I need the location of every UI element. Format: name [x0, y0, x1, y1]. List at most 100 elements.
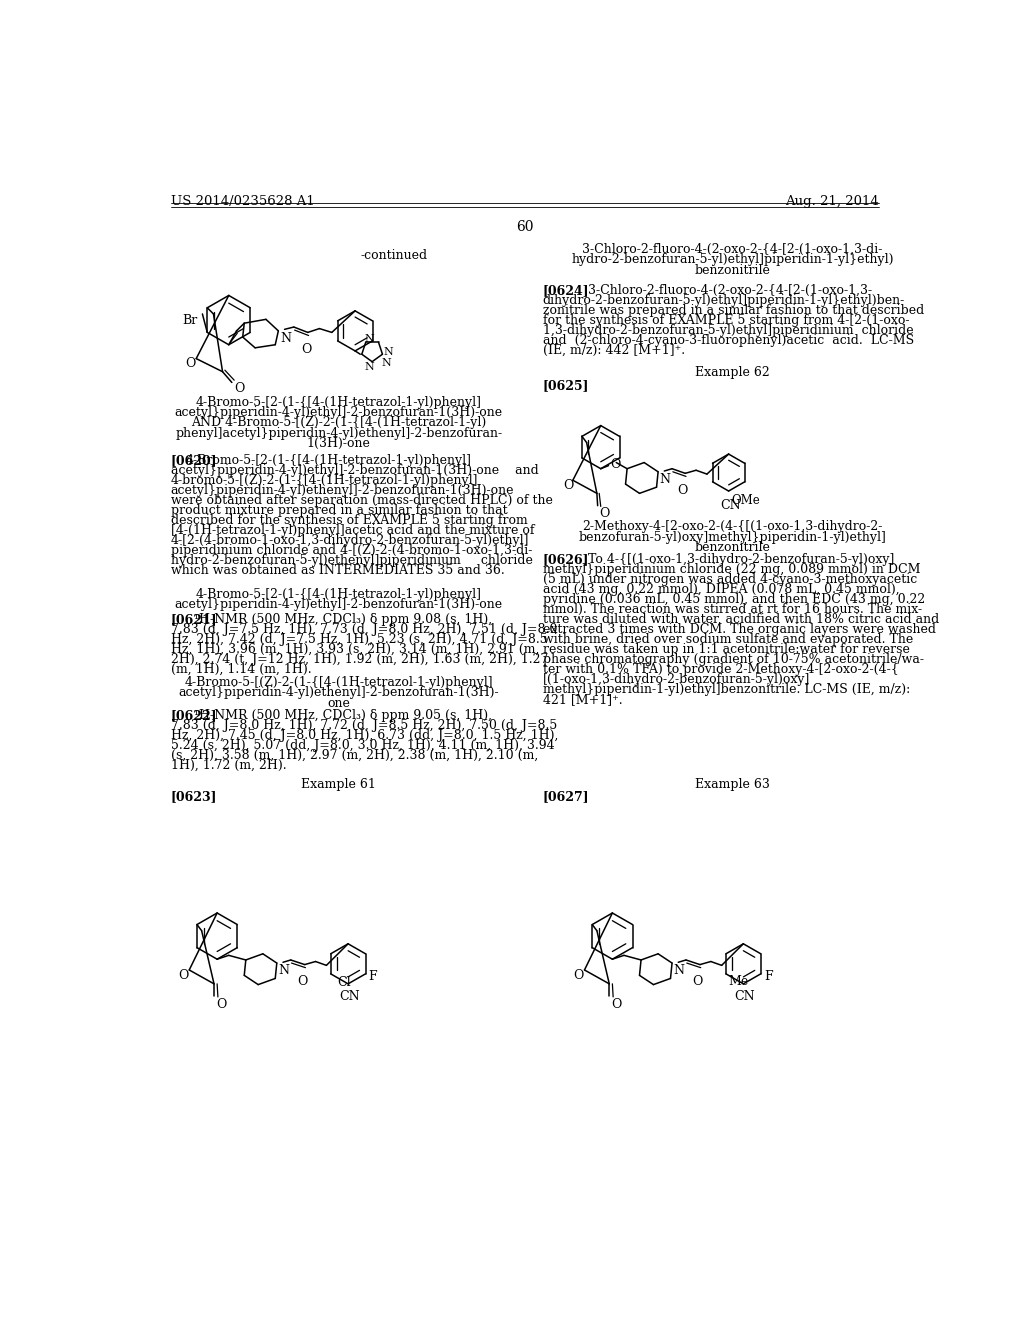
Text: O: O	[692, 975, 702, 989]
Text: [0621]: [0621]	[171, 612, 217, 626]
Text: 5.24 (s, 2H), 5.07 (dd, J=8.0, 3.0 Hz, 1H), 4.11 (m, 1H), 3.94: 5.24 (s, 2H), 5.07 (dd, J=8.0, 3.0 Hz, 1…	[171, 739, 554, 752]
Text: F: F	[764, 970, 772, 983]
Text: benzonitrile: benzonitrile	[694, 541, 770, 554]
Text: zonitrile was prepared in a similar fashion to that described: zonitrile was prepared in a similar fash…	[543, 304, 924, 317]
Text: 1H), 1.72 (m, 2H).: 1H), 1.72 (m, 2H).	[171, 759, 287, 772]
Text: To 4-{[(1-oxo-1,3-dihydro-2-benzofuran-5-yl)oxy]: To 4-{[(1-oxo-1,3-dihydro-2-benzofuran-5…	[580, 553, 894, 566]
Text: dihydro-2-benzofuran-5-yl)ethyl]piperidin-1-yl}ethyl)ben-: dihydro-2-benzofuran-5-yl)ethyl]piperidi…	[543, 294, 905, 308]
Text: O: O	[610, 458, 621, 471]
Text: 3-Chloro-2-fluoro-4-(2-oxo-2-{4-[2-(1-oxo-1,3-di-: 3-Chloro-2-fluoro-4-(2-oxo-2-{4-[2-(1-ox…	[583, 243, 883, 256]
Text: Hz, 2H), 7.42 (d, J=7.5 Hz, 1H), 5.23 (s, 2H), 4.71 (d, J=8.5: Hz, 2H), 7.42 (d, J=7.5 Hz, 1H), 5.23 (s…	[171, 632, 547, 645]
Text: for the synthesis of EXAMPLE 5 starting from 4-[2-(1-oxo-: for the synthesis of EXAMPLE 5 starting …	[543, 314, 909, 327]
Text: [0625]: [0625]	[543, 379, 589, 392]
Text: mmol). The reaction was stirred at rt for 16 hours. The mix-: mmol). The reaction was stirred at rt fo…	[543, 603, 922, 615]
Text: (5 mL) under nitrogen was added 4-cyano-3-methoxyacetic: (5 mL) under nitrogen was added 4-cyano-…	[543, 573, 916, 586]
Text: (IE, m/z): 442 [M+1]⁺.: (IE, m/z): 442 [M+1]⁺.	[543, 345, 685, 356]
Text: O: O	[301, 343, 311, 356]
Text: [0620]: [0620]	[171, 454, 217, 467]
Text: N: N	[674, 964, 685, 977]
Text: pyridine (0.036 mL, 0.45 mmol), and then EDC (43 mg, 0.22: pyridine (0.036 mL, 0.45 mmol), and then…	[543, 593, 925, 606]
Text: 4-Bromo-5-[2-(1-{[4-(1H-tetrazol-1-yl)phenyl]: 4-Bromo-5-[2-(1-{[4-(1H-tetrazol-1-yl)ph…	[196, 589, 482, 601]
Text: were obtained after separation (mass-directed HPLC) of the: were obtained after separation (mass-dir…	[171, 494, 553, 507]
Text: 4-[2-(4-bromo-1-oxo-1,3-dihydro-2-benzofuran-5-yl)ethyl]: 4-[2-(4-bromo-1-oxo-1,3-dihydro-2-benzof…	[171, 535, 529, 548]
Text: CN: CN	[734, 990, 756, 1003]
Text: Hz, 2H), 7.45 (d, J=8.0 Hz, 1H), 6.73 (dd, J=8.0, 1.5 Hz, 1H),: Hz, 2H), 7.45 (d, J=8.0 Hz, 1H), 6.73 (d…	[171, 729, 558, 742]
Text: O: O	[216, 998, 226, 1011]
Text: Hz, 1H), 3.96 (m, 1H), 3.93 (s, 2H), 3.14 (m, 1H), 2.91 (m,: Hz, 1H), 3.96 (m, 1H), 3.93 (s, 2H), 3.1…	[171, 643, 539, 656]
Text: O: O	[178, 969, 188, 982]
Text: -continued: -continued	[360, 249, 428, 263]
Text: O: O	[234, 383, 245, 396]
Text: ¹H-NMR (500 MHz, CDCl₃) δ ppm 9.05 (s, 1H),: ¹H-NMR (500 MHz, CDCl₃) δ ppm 9.05 (s, 1…	[186, 709, 493, 722]
Text: described for the synthesis of EXAMPLE 5 starting from: described for the synthesis of EXAMPLE 5…	[171, 515, 527, 527]
Text: (m, 1H), 1.14 (m, 1H).: (m, 1H), 1.14 (m, 1H).	[171, 663, 311, 676]
Text: 4-Bromo-5-[(Z)-2-(1-{[4-(1H-tetrazol-1-yl)phenyl]: 4-Bromo-5-[(Z)-2-(1-{[4-(1H-tetrazol-1-y…	[184, 676, 494, 689]
Text: 2H), 2.74 (t, J=12 Hz, 1H), 1.92 (m, 2H), 1.63 (m, 2H), 1.27: 2H), 2.74 (t, J=12 Hz, 1H), 1.92 (m, 2H)…	[171, 653, 548, 665]
Text: N: N	[381, 358, 391, 368]
Text: [0624]: [0624]	[543, 284, 589, 297]
Text: Example 61: Example 61	[301, 779, 376, 791]
Text: ¹H-NMR (500 MHz, CDCl₃) δ ppm 9.08 (s, 1H),: ¹H-NMR (500 MHz, CDCl₃) δ ppm 9.08 (s, 1…	[186, 612, 493, 626]
Text: O: O	[599, 507, 609, 520]
Text: benzofuran-5-yl)oxy]methyl}piperidin-1-yl)ethyl]: benzofuran-5-yl)oxy]methyl}piperidin-1-y…	[579, 531, 887, 544]
Text: F: F	[369, 970, 377, 983]
Text: [0622]: [0622]	[171, 709, 217, 722]
Text: 7.83 (d, J=8.0 Hz, 1H), 7.72 (d, J=8.5 Hz, 2H), 7.50 (d, J=8.5: 7.83 (d, J=8.0 Hz, 1H), 7.72 (d, J=8.5 H…	[171, 719, 557, 733]
Text: 7.83 (d, J=7.5 Hz, 1H), 7.73 (d, J=8.0 Hz, 2H), 7.51 (d, J=8.0: 7.83 (d, J=7.5 Hz, 1H), 7.73 (d, J=8.0 H…	[171, 623, 557, 636]
Text: 1,3-dihydro-2-benzofuran-5-yl)ethyl]piperidinium  chloride: 1,3-dihydro-2-benzofuran-5-yl)ethyl]pipe…	[543, 323, 913, 337]
Text: N: N	[384, 347, 393, 356]
Text: acid (43 mg, 0.22 mmol), DIPEA (0.078 mL, 0.45 mmol),: acid (43 mg, 0.22 mmol), DIPEA (0.078 mL…	[543, 582, 899, 595]
Text: CN: CN	[720, 499, 740, 512]
Text: 1(3H)-one: 1(3H)-one	[307, 437, 371, 450]
Text: CN: CN	[339, 990, 360, 1003]
Text: one: one	[328, 697, 350, 710]
Text: OMe: OMe	[731, 494, 760, 507]
Text: [(1-oxo-1,3-dihydro-2-benzofuran-5-yl)oxy]: [(1-oxo-1,3-dihydro-2-benzofuran-5-yl)ox…	[543, 673, 810, 686]
Text: [0623]: [0623]	[171, 789, 217, 803]
Text: O: O	[573, 969, 584, 982]
Text: 4-Bromo-5-[2-(1-{[4-(1H-tetrazol-1-yl)phenyl]: 4-Bromo-5-[2-(1-{[4-(1H-tetrazol-1-yl)ph…	[196, 396, 482, 409]
Text: O: O	[611, 998, 622, 1011]
Text: O: O	[563, 479, 573, 492]
Text: methyl}piperidin-1-yl)ethyl]benzonitrile. LC-MS (IE, m/z):: methyl}piperidin-1-yl)ethyl]benzonitrile…	[543, 682, 910, 696]
Text: phase chromatography (gradient of 10-75% acetonitrile/wa-: phase chromatography (gradient of 10-75%…	[543, 653, 924, 665]
Text: product mixture prepared in a similar fashion to that: product mixture prepared in a similar fa…	[171, 504, 507, 517]
Text: [0626]: [0626]	[543, 553, 589, 566]
Text: AND 4-Bromo-5-[(Z)-2-(1-{[4-(1H-tetrazol-1-yl): AND 4-Bromo-5-[(Z)-2-(1-{[4-(1H-tetrazol…	[191, 416, 486, 429]
Text: 4-Bromo-5-[2-(1-{[4-(1H-tetrazol-1-yl)phenyl]: 4-Bromo-5-[2-(1-{[4-(1H-tetrazol-1-yl)ph…	[186, 454, 472, 467]
Text: hydro-2-benzofuran-5-yl)ethyl]piperidin-1-yl}ethyl): hydro-2-benzofuran-5-yl)ethyl]piperidin-…	[571, 253, 894, 267]
Text: N: N	[280, 333, 291, 346]
Text: Cl: Cl	[338, 977, 351, 989]
Text: methyl}piperidinium chloride (22 mg, 0.089 mmol) in DCM: methyl}piperidinium chloride (22 mg, 0.0…	[543, 562, 921, 576]
Text: 60: 60	[516, 220, 534, 234]
Text: N: N	[365, 334, 374, 345]
Text: [4-(1H-tetrazol-1-yl)phenyl]acetic acid and the mixture of: [4-(1H-tetrazol-1-yl)phenyl]acetic acid …	[171, 524, 535, 537]
Text: O: O	[678, 484, 688, 498]
Text: (s, 2H), 3.58 (m, 1H), 2.97 (m, 2H), 2.38 (m, 1H), 2.10 (m,: (s, 2H), 3.58 (m, 1H), 2.97 (m, 2H), 2.3…	[171, 748, 538, 762]
Text: residue was taken up in 1:1 acetonitrile:water for reverse: residue was taken up in 1:1 acetonitrile…	[543, 643, 909, 656]
Text: Example 63: Example 63	[695, 779, 770, 791]
Text: benzonitrile: benzonitrile	[694, 264, 770, 277]
Text: with brine, dried over sodium sulfate and evaporated. The: with brine, dried over sodium sulfate an…	[543, 632, 912, 645]
Text: Aug. 21, 2014: Aug. 21, 2014	[785, 195, 879, 209]
Text: 3-Chloro-2-fluoro-4-(2-oxo-2-{4-[2-(1-oxo-1,3-: 3-Chloro-2-fluoro-4-(2-oxo-2-{4-[2-(1-ox…	[580, 284, 872, 297]
Text: acetyl}piperidin-4-yl)ethyl]-2-benzofuran-1(3H)-one: acetyl}piperidin-4-yl)ethyl]-2-benzofura…	[175, 407, 503, 418]
Text: N: N	[365, 363, 374, 372]
Text: acetyl}piperidin-4-yl)ethenyl]-2-benzofuran-1(3H)-: acetyl}piperidin-4-yl)ethenyl]-2-benzofu…	[178, 686, 499, 700]
Text: ter with 0.1% TFA) to provide 2-Methoxy-4-[2-oxo-2-(4-{: ter with 0.1% TFA) to provide 2-Methoxy-…	[543, 663, 898, 676]
Text: Example 62: Example 62	[695, 367, 770, 379]
Text: 421 [M+1]⁺.: 421 [M+1]⁺.	[543, 693, 623, 706]
Text: acetyl}piperidin-4-yl)ethyl]-2-benzofuran-1(3H)-one    and: acetyl}piperidin-4-yl)ethyl]-2-benzofura…	[171, 465, 539, 477]
Text: extracted 3 times with DCM. The organic layers were washed: extracted 3 times with DCM. The organic …	[543, 623, 936, 636]
Text: 2-Methoxy-4-[2-oxo-2-(4-{[(1-oxo-1,3-dihydro-2-: 2-Methoxy-4-[2-oxo-2-(4-{[(1-oxo-1,3-dih…	[583, 520, 883, 533]
Text: acetyl}piperidin-4-yl)ethenyl]-2-benzofuran-1(3H)-one: acetyl}piperidin-4-yl)ethenyl]-2-benzofu…	[171, 484, 514, 498]
Text: N: N	[659, 473, 671, 486]
Text: phenyl]acetyl}piperidin-4-yl)ethenyl]-2-benzofuran-: phenyl]acetyl}piperidin-4-yl)ethenyl]-2-…	[175, 426, 503, 440]
Text: N: N	[279, 964, 290, 977]
Text: piperidinium chloride and 4-[(Z)-2-(4-bromo-1-oxo-1,3-di-: piperidinium chloride and 4-[(Z)-2-(4-br…	[171, 544, 532, 557]
Text: [0627]: [0627]	[543, 789, 589, 803]
Text: acetyl}piperidin-4-yl)ethyl]-2-benzofuran-1(3H)-one: acetyl}piperidin-4-yl)ethyl]-2-benzofura…	[175, 598, 503, 611]
Text: which was obtained as INTERMEDIATES 35 and 36.: which was obtained as INTERMEDIATES 35 a…	[171, 564, 505, 577]
Text: Br: Br	[182, 314, 198, 327]
Text: 4-bromo-5-[(Z)-2-(1-{[4-(1H-tetrazol-1-yl)phenyl]: 4-bromo-5-[(Z)-2-(1-{[4-(1H-tetrazol-1-y…	[171, 474, 478, 487]
